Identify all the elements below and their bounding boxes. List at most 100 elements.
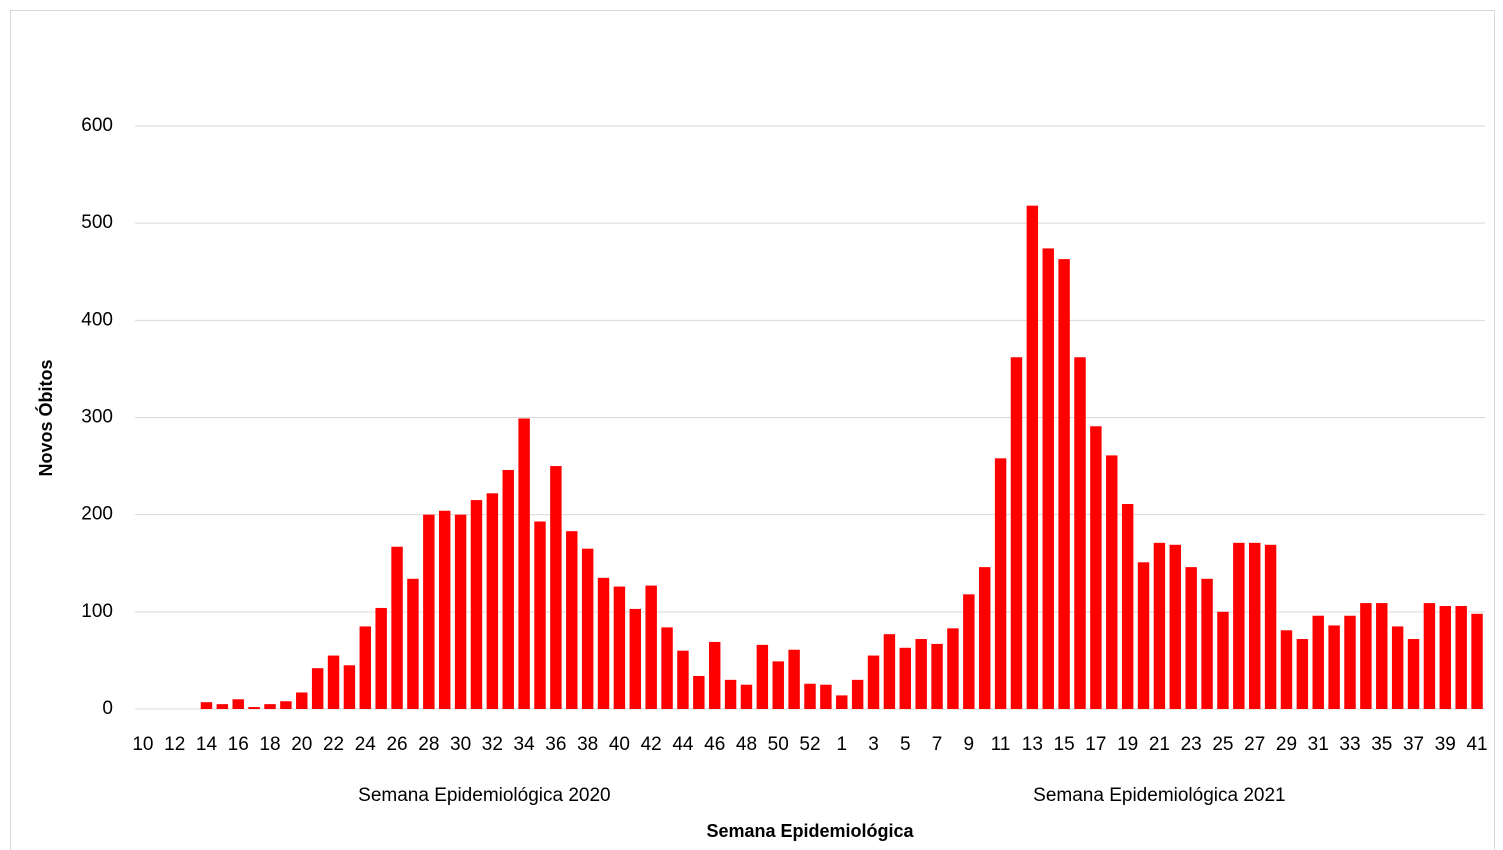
x-tick-label: 38 xyxy=(577,734,598,755)
bar xyxy=(1455,606,1467,709)
bar xyxy=(1042,248,1054,709)
bar xyxy=(1106,455,1118,709)
x-tick-label: 32 xyxy=(482,734,503,755)
x-tick-label: 12 xyxy=(164,734,185,755)
x-tick-label: 25 xyxy=(1212,734,1233,755)
x-tick-label: 22 xyxy=(323,734,344,755)
bar xyxy=(216,704,229,709)
bar xyxy=(311,668,324,709)
bar xyxy=(1153,542,1166,709)
x-tick-label: 23 xyxy=(1181,734,1202,755)
bar xyxy=(486,493,499,709)
bar xyxy=(1058,259,1070,709)
x-tick-label: 1 xyxy=(836,734,847,755)
bar xyxy=(883,634,896,709)
bar xyxy=(756,644,769,709)
x-tick-label: 28 xyxy=(418,734,439,755)
bar xyxy=(1280,630,1293,709)
bar xyxy=(232,699,244,709)
bar xyxy=(693,675,705,709)
bar xyxy=(1010,357,1023,709)
bar xyxy=(502,469,514,709)
bar xyxy=(899,647,912,709)
x-tick-label: 35 xyxy=(1371,734,1392,755)
bar xyxy=(1026,205,1039,709)
x-tick-label: 46 xyxy=(704,734,725,755)
x-tick-label: 26 xyxy=(386,734,407,755)
x-tick-label: 9 xyxy=(964,734,975,755)
bar xyxy=(629,608,642,709)
x-tick-label: 24 xyxy=(355,734,377,755)
x-tick-label: 40 xyxy=(609,734,630,755)
bar xyxy=(724,679,737,709)
x-tick-label: 39 xyxy=(1435,734,1456,755)
bar xyxy=(772,661,784,709)
bar xyxy=(1423,603,1436,709)
bar xyxy=(1439,606,1452,709)
bar xyxy=(836,695,848,709)
bar xyxy=(1233,542,1245,709)
x-tick-label: 10 xyxy=(132,734,153,755)
bar xyxy=(740,684,753,709)
bar xyxy=(1264,544,1277,709)
bar xyxy=(454,514,467,709)
bar xyxy=(1296,639,1309,709)
bar xyxy=(963,594,975,709)
bar xyxy=(518,418,530,709)
bar xyxy=(677,650,689,709)
bar xyxy=(947,628,959,709)
bar xyxy=(820,684,832,709)
bar xyxy=(788,649,800,709)
y-tick-label: 200 xyxy=(81,504,113,525)
y-tick-label: 100 xyxy=(81,601,113,622)
bar xyxy=(1185,567,1197,709)
bar xyxy=(470,500,483,709)
bar xyxy=(566,531,578,709)
bar xyxy=(1360,603,1372,709)
bar xyxy=(296,692,308,709)
bar xyxy=(248,707,260,709)
bar xyxy=(327,655,340,709)
x-tick-label: 13 xyxy=(1022,734,1043,755)
bar xyxy=(851,679,864,709)
x-tick-label: 36 xyxy=(545,734,566,755)
y-axis-title: Novos Óbitos xyxy=(35,359,56,476)
bar xyxy=(1407,639,1420,709)
bar xyxy=(597,577,610,709)
bar xyxy=(534,521,546,709)
bar xyxy=(280,701,292,709)
bar xyxy=(978,567,991,709)
bar xyxy=(1344,615,1356,709)
x-tick-label: 18 xyxy=(259,734,280,755)
y-tick-label: 400 xyxy=(81,309,113,330)
bar xyxy=(200,702,213,709)
group-label: Semana Epidemiológica 2020 xyxy=(358,785,610,806)
bar xyxy=(708,641,721,709)
x-tick-label: 3 xyxy=(868,734,879,755)
bar xyxy=(581,548,594,709)
bar xyxy=(931,643,943,709)
bar xyxy=(1312,615,1324,709)
bar xyxy=(645,585,657,709)
bar xyxy=(1090,426,1102,709)
x-tick-label: 21 xyxy=(1149,734,1170,755)
x-tick-label: 50 xyxy=(768,734,789,755)
x-tick-label: 20 xyxy=(291,734,312,755)
bar xyxy=(359,626,372,709)
bar xyxy=(867,655,880,709)
y-tick-label: 600 xyxy=(81,115,113,136)
x-tick-label: 37 xyxy=(1403,734,1424,755)
bar xyxy=(423,514,435,709)
x-tick-label: 17 xyxy=(1085,734,1106,755)
x-tick-label: 5 xyxy=(900,734,911,755)
bar xyxy=(407,578,419,709)
bar xyxy=(343,665,356,709)
bar xyxy=(1201,578,1213,709)
bar xyxy=(264,704,276,709)
x-tick-label: 31 xyxy=(1308,734,1329,755)
x-tick-label: 16 xyxy=(228,734,249,755)
chart-border xyxy=(10,10,1495,850)
bar xyxy=(1328,625,1340,709)
bar xyxy=(994,458,1007,709)
